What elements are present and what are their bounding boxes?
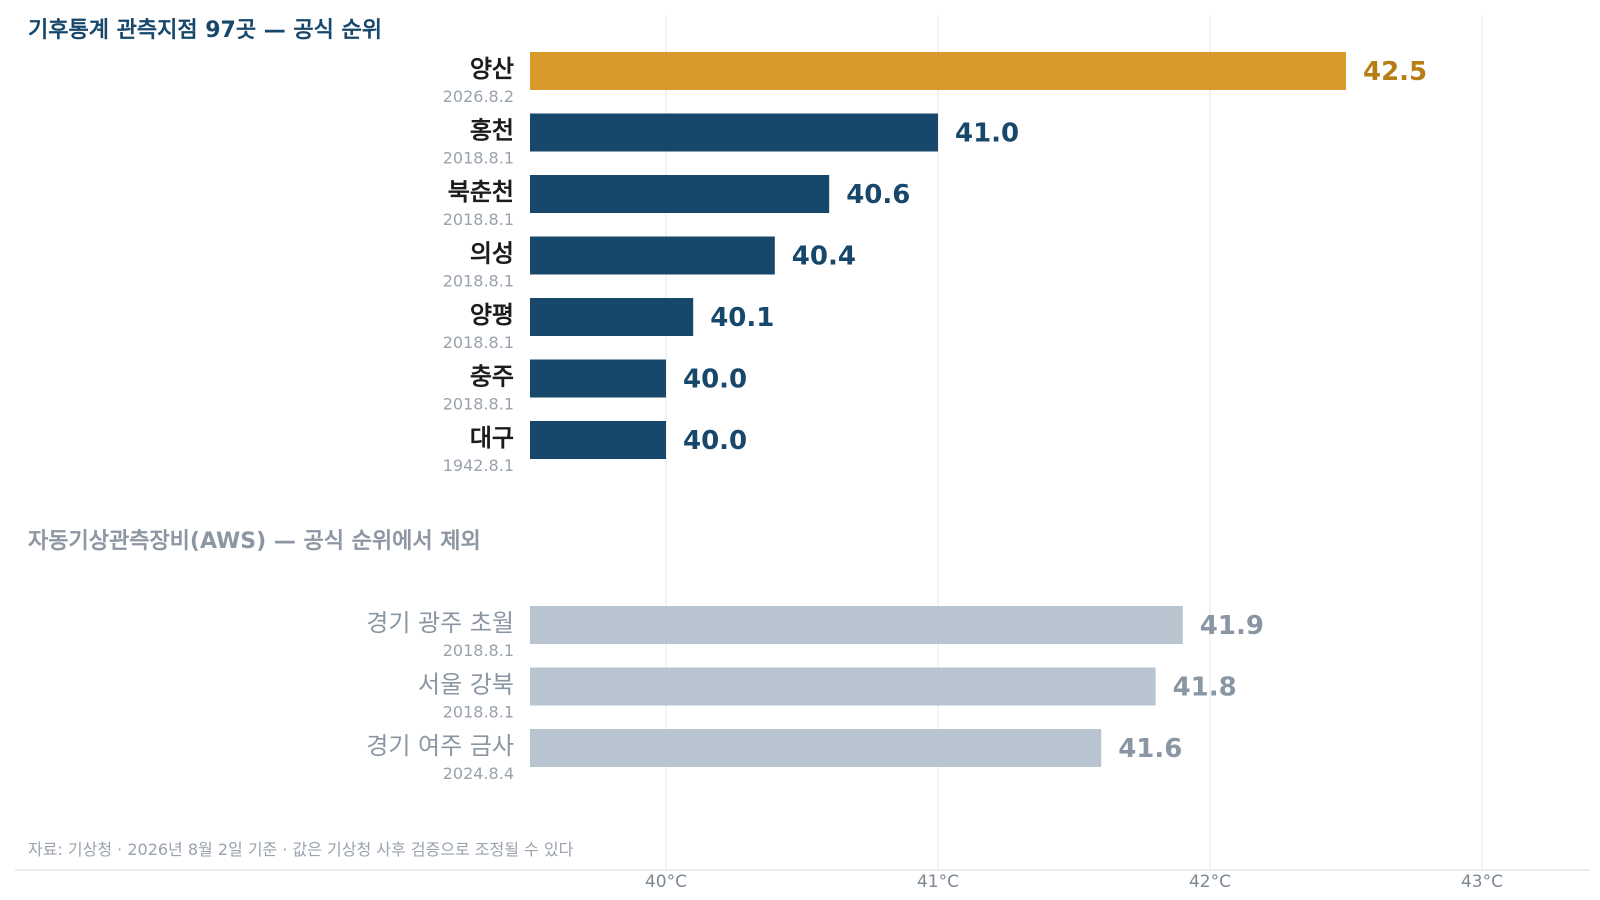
value-label: 41.6 — [1118, 734, 1182, 764]
official-section-title: 기후통계 관측지점 97곳 — 공식 순위 — [28, 18, 382, 43]
category-label: 북춘천 — [448, 178, 514, 206]
value-label: 40.1 — [710, 303, 774, 333]
aws-section-title: 자동기상관측장비(AWS) — 공식 순위에서 제외 — [28, 529, 481, 554]
x-axis-ticks: 40°C 41°C 42°C 43°C — [645, 872, 1503, 892]
bar — [530, 175, 830, 213]
date-label: 2018.8.1 — [443, 149, 514, 168]
bar — [530, 113, 938, 152]
category-label: 서울 강북 — [418, 671, 514, 699]
x-tick-label: 43°C — [1461, 872, 1503, 892]
date-label: 2018.8.1 — [443, 333, 514, 352]
bar — [530, 729, 1102, 767]
value-label: 41.8 — [1173, 673, 1237, 703]
value-label: 40.0 — [683, 365, 747, 395]
date-label: 2018.8.1 — [443, 703, 514, 722]
value-label: 41.0 — [955, 119, 1019, 149]
bar — [530, 52, 1346, 90]
value-label: 42.5 — [1363, 57, 1427, 87]
category-label: 경기 광주 초월 — [366, 609, 514, 637]
date-label: 2018.8.1 — [443, 210, 514, 229]
category-label: 양산 — [470, 55, 514, 83]
value-label: 40.6 — [846, 180, 910, 210]
value-label: 40.0 — [683, 426, 747, 456]
date-label: 2018.8.1 — [443, 641, 514, 660]
date-label: 1942.8.1 — [443, 456, 514, 475]
bar — [530, 298, 694, 336]
category-label: 경기 여주 금사 — [366, 732, 514, 760]
value-label: 41.9 — [1200, 611, 1264, 641]
value-label: 40.4 — [792, 242, 856, 272]
date-label: 2018.8.1 — [443, 272, 514, 291]
x-tick-label: 42°C — [1189, 872, 1231, 892]
bar — [530, 421, 666, 459]
category-label: 양평 — [470, 301, 514, 329]
bars — [530, 52, 1346, 767]
date-label: 2024.8.4 — [443, 764, 514, 783]
x-tick-label: 40°C — [645, 872, 687, 892]
bar — [530, 606, 1183, 644]
category-label: 충주 — [470, 363, 514, 391]
source-note: 자료: 기상청 · 2026년 8월 2일 기준 · 값은 기상청 사후 검증으… — [28, 840, 574, 859]
bar — [530, 667, 1156, 706]
date-label: 2018.8.1 — [443, 395, 514, 414]
category-label: 홍천 — [470, 117, 514, 145]
category-label: 의성 — [470, 240, 514, 268]
bar — [530, 359, 666, 398]
date-label: 2026.8.2 — [443, 87, 514, 106]
category-label: 대구 — [470, 424, 514, 452]
bar — [530, 236, 775, 275]
x-tick-label: 41°C — [917, 872, 959, 892]
